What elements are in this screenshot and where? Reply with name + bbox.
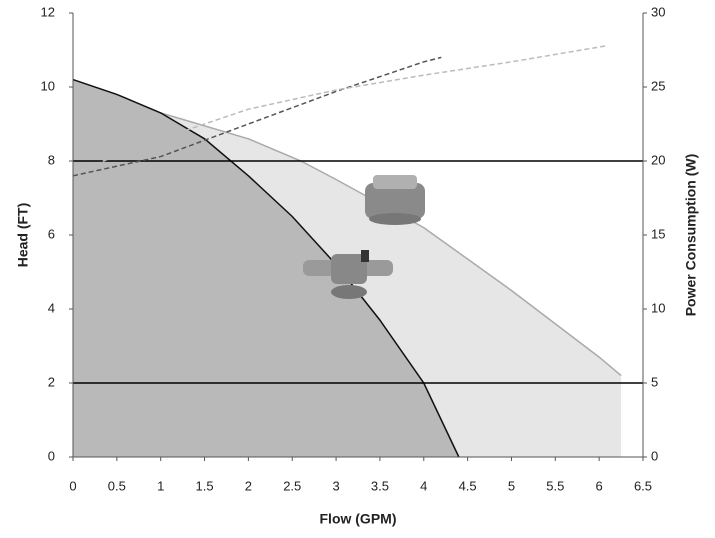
x-tick-label: 6.5	[634, 478, 652, 493]
y2-axis-title: Power Consumption (W)	[683, 154, 699, 317]
y-tick-label: 0	[48, 448, 55, 463]
x-tick-label: 3.5	[371, 478, 389, 493]
power-line	[72, 44, 609, 174]
x-tick-label: 2	[245, 478, 252, 493]
x-tick-label: 4	[420, 478, 427, 493]
x-tick-label: 1	[157, 478, 164, 493]
x-tick-label: 5.5	[546, 478, 564, 493]
y-tick-label: 4	[48, 300, 55, 315]
y2-tick-label: 10	[651, 300, 665, 315]
y2-tick-label: 20	[651, 152, 665, 167]
pump-image-large	[365, 175, 425, 225]
y2-tick-label: 15	[651, 226, 665, 241]
y2-tick-label: 5	[651, 374, 658, 389]
y-tick-label: 10	[41, 78, 55, 93]
x-tick-label: 2.5	[283, 478, 301, 493]
x-tick-label: 0.5	[108, 478, 126, 493]
x-tick-label: 6	[596, 478, 603, 493]
y-tick-label: 2	[48, 374, 55, 389]
x-tick-label: 4.5	[459, 478, 477, 493]
power-line	[72, 56, 442, 177]
pump-image-small	[303, 250, 393, 299]
y-tick-label: 8	[48, 152, 55, 167]
x-tick-label: 3	[332, 478, 339, 493]
y-tick-label: 12	[41, 4, 55, 19]
x-tick-label: 1.5	[195, 478, 213, 493]
x-tick-label: 0	[69, 478, 76, 493]
x-axis-title: Flow (GPM)	[320, 511, 397, 527]
y2-tick-label: 0	[651, 448, 658, 463]
head-curve	[72, 97, 622, 377]
y-axis-title: Head (FT)	[15, 203, 31, 268]
y2-tick-label: 30	[651, 4, 665, 19]
x-tick-label: 5	[508, 478, 515, 493]
head-curve	[72, 78, 460, 458]
head-area	[73, 79, 459, 457]
y2-tick-label: 25	[651, 78, 665, 93]
y-tick-label: 6	[48, 226, 55, 241]
